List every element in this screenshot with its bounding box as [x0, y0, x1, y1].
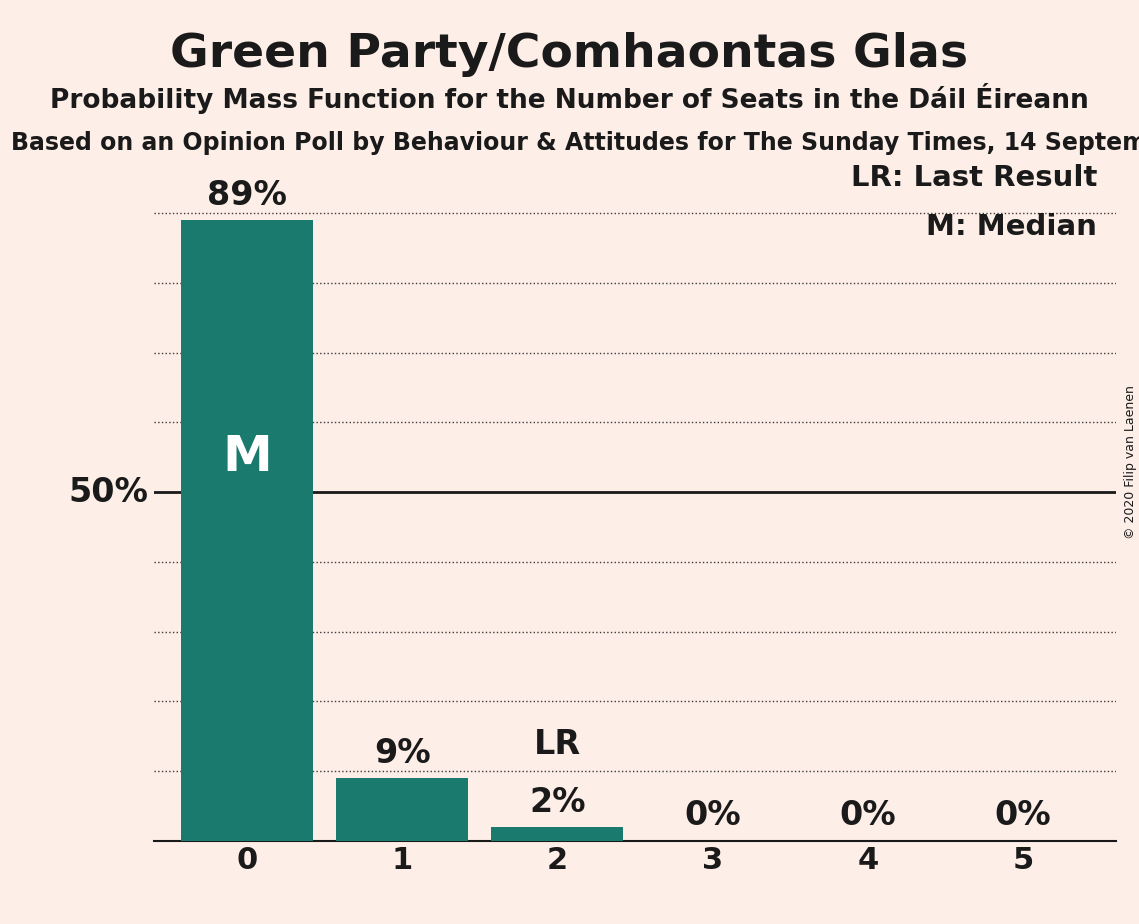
Text: 0%: 0%	[839, 799, 896, 833]
Text: 0%: 0%	[994, 799, 1051, 833]
Text: Based on an Opinion Poll by Behaviour & Attitudes for The Sunday Times, 14 Septe: Based on an Opinion Poll by Behaviour & …	[11, 131, 1139, 155]
Text: 9%: 9%	[374, 736, 431, 770]
Text: M: Median: M: Median	[926, 213, 1097, 241]
Text: 2%: 2%	[530, 785, 585, 819]
Text: © 2020 Filip van Laenen: © 2020 Filip van Laenen	[1124, 385, 1137, 539]
Text: 0%: 0%	[685, 799, 741, 833]
Text: Probability Mass Function for the Number of Seats in the Dáil Éireann: Probability Mass Function for the Number…	[50, 83, 1089, 115]
Text: Green Party/Comhaontas Glas: Green Party/Comhaontas Glas	[171, 32, 968, 78]
Text: 89%: 89%	[207, 178, 287, 212]
Text: M: M	[222, 433, 272, 481]
Bar	[181, 220, 313, 841]
Text: 50%: 50%	[68, 476, 148, 508]
Text: LR: Last Result: LR: Last Result	[851, 164, 1097, 192]
Bar	[336, 778, 468, 841]
Bar	[491, 827, 623, 841]
Text: LR: LR	[534, 727, 581, 760]
